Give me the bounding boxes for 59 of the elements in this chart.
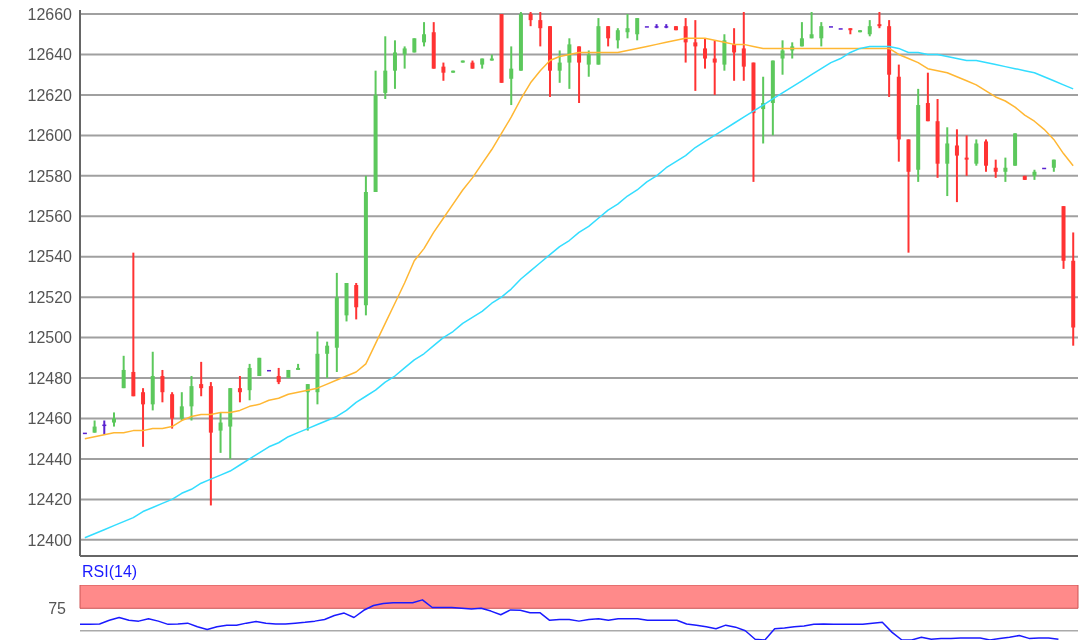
candlestick bbox=[538, 11, 543, 48]
y-tick-label: 12480 bbox=[27, 369, 73, 387]
candlestick bbox=[819, 21, 824, 48]
y-tick-label: 12400 bbox=[27, 531, 73, 549]
candlestick bbox=[974, 138, 979, 167]
chart-title: RSI(14) bbox=[82, 562, 138, 582]
candlestick bbox=[577, 45, 582, 105]
candlestick bbox=[402, 45, 407, 70]
candlestick bbox=[392, 39, 397, 90]
candlestick bbox=[780, 39, 785, 76]
candlestick bbox=[567, 37, 572, 90]
candlestick bbox=[422, 21, 427, 48]
candlestick bbox=[954, 128, 959, 204]
candlestick bbox=[741, 11, 746, 82]
candlestick bbox=[964, 134, 969, 177]
y-tick-label: 12500 bbox=[27, 329, 73, 347]
candlestick bbox=[383, 35, 388, 100]
y-tick-label: 12600 bbox=[27, 127, 73, 145]
y-tick-label: 12660 bbox=[27, 5, 73, 23]
y-tick-label: 12640 bbox=[27, 46, 73, 64]
candlestick bbox=[218, 411, 223, 454]
line-series bbox=[84, 45, 1074, 539]
band-label: 75 bbox=[48, 599, 67, 617]
candlestick bbox=[606, 25, 611, 48]
candlestick bbox=[247, 362, 252, 402]
candlestick bbox=[237, 375, 242, 404]
y-tick-label: 12620 bbox=[27, 86, 73, 104]
candlestick bbox=[945, 126, 950, 198]
y-tick-label: 12460 bbox=[27, 410, 73, 428]
candlestick bbox=[160, 368, 165, 404]
candlestick bbox=[586, 49, 591, 78]
candlestick bbox=[993, 158, 998, 179]
candlestick bbox=[325, 340, 330, 380]
y-tick-label: 12580 bbox=[27, 167, 73, 185]
y-tick-label: 12560 bbox=[27, 207, 73, 225]
candlestick bbox=[189, 375, 194, 422]
y-tick-label: 12420 bbox=[27, 491, 73, 509]
candlestick bbox=[509, 45, 514, 107]
candlestick bbox=[625, 13, 630, 40]
y-tick-label: 12440 bbox=[27, 450, 73, 468]
candlestick bbox=[809, 11, 814, 40]
candlestick bbox=[799, 21, 804, 48]
candlestick bbox=[693, 19, 698, 92]
candlestick bbox=[557, 49, 562, 84]
y-tick-label: 12520 bbox=[27, 288, 73, 306]
candlestick bbox=[683, 17, 688, 64]
candlestick bbox=[615, 27, 620, 50]
candlestick bbox=[199, 360, 204, 398]
candlestick bbox=[179, 391, 184, 422]
candlestick bbox=[141, 387, 146, 448]
candlestick bbox=[441, 61, 446, 82]
candlestick bbox=[712, 39, 717, 96]
candlestick bbox=[121, 354, 126, 390]
candlestick bbox=[1003, 156, 1008, 183]
candlestick bbox=[703, 37, 708, 70]
y-tick-label: 12540 bbox=[27, 248, 73, 266]
candlestick bbox=[635, 17, 640, 42]
candlestick bbox=[354, 282, 359, 321]
candlestick bbox=[925, 71, 930, 123]
